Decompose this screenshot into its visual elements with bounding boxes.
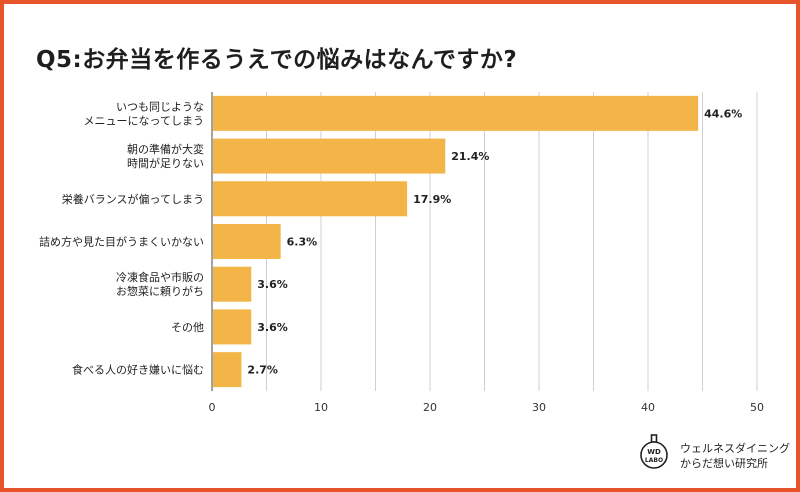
- data-label: 6.3%: [287, 236, 318, 249]
- category-label-line: 朝の準備が大変: [127, 142, 204, 156]
- category-label-line: その他: [171, 321, 204, 334]
- bar: [213, 95, 699, 131]
- category-label-line: 食べる人の好き嫌いに悩む: [72, 363, 204, 377]
- x-tick-label: 40: [641, 401, 655, 414]
- category-label-line: お惣菜に頼りがち: [116, 284, 204, 298]
- bar: [213, 181, 408, 217]
- badge-text-labo: LABO: [645, 457, 663, 464]
- data-label: 44.6%: [704, 107, 742, 120]
- bar: [213, 309, 252, 345]
- category-label-line: 時間が足りない: [127, 156, 204, 170]
- category-label: 食べる人の好き嫌いに悩む: [72, 363, 204, 377]
- category-label-line: 冷凍食品や市販の: [116, 270, 204, 284]
- category-label: 冷凍食品や市販のお惣菜に頼りがち: [116, 270, 204, 298]
- bar: [213, 266, 252, 302]
- category-label-line: いつも同じような: [116, 100, 204, 113]
- category-label: その他: [171, 321, 204, 334]
- category-label: 詰め方や見た目がうまくいかない: [39, 235, 204, 249]
- bar: [213, 224, 281, 259]
- chart-title: Q5:お弁当を作るうえでの悩みはなんですか?: [36, 47, 518, 73]
- bar: [213, 138, 446, 174]
- category-label-line: 詰め方や見た目がうまくいかない: [39, 235, 204, 249]
- x-tick-label: 50: [750, 401, 764, 414]
- x-tick-label: 30: [532, 401, 546, 414]
- x-tick-label: 0: [209, 401, 216, 414]
- category-label: 朝の準備が大変時間が足りない: [127, 142, 204, 170]
- data-label: 3.6%: [257, 278, 288, 291]
- brand-name-line2: からだ想い研究所: [680, 457, 768, 470]
- x-tick-label: 20: [423, 401, 437, 414]
- badge-text-wd: WD: [647, 448, 661, 456]
- category-label: 栄養バランスが偏ってしまう: [62, 192, 204, 206]
- brand-name-line1: ウェルネスダイニング: [680, 442, 790, 455]
- wd-labo-badge-icon: WD LABO: [640, 434, 668, 469]
- data-label: 2.7%: [247, 364, 278, 377]
- category-label: いつも同じようなメニューになってしまう: [84, 100, 204, 127]
- data-label: 3.6%: [257, 321, 288, 334]
- brand-logo: WD LABO ウェルネスダイニング からだ想い研究所: [636, 432, 790, 476]
- x-tick-label: 10: [314, 401, 328, 414]
- category-label-line: 栄養バランスが偏ってしまう: [62, 192, 204, 206]
- category-label-line: メニューになってしまう: [84, 114, 204, 127]
- bar: [213, 352, 242, 388]
- data-label: 21.4%: [451, 150, 489, 163]
- data-label: 17.9%: [413, 193, 451, 206]
